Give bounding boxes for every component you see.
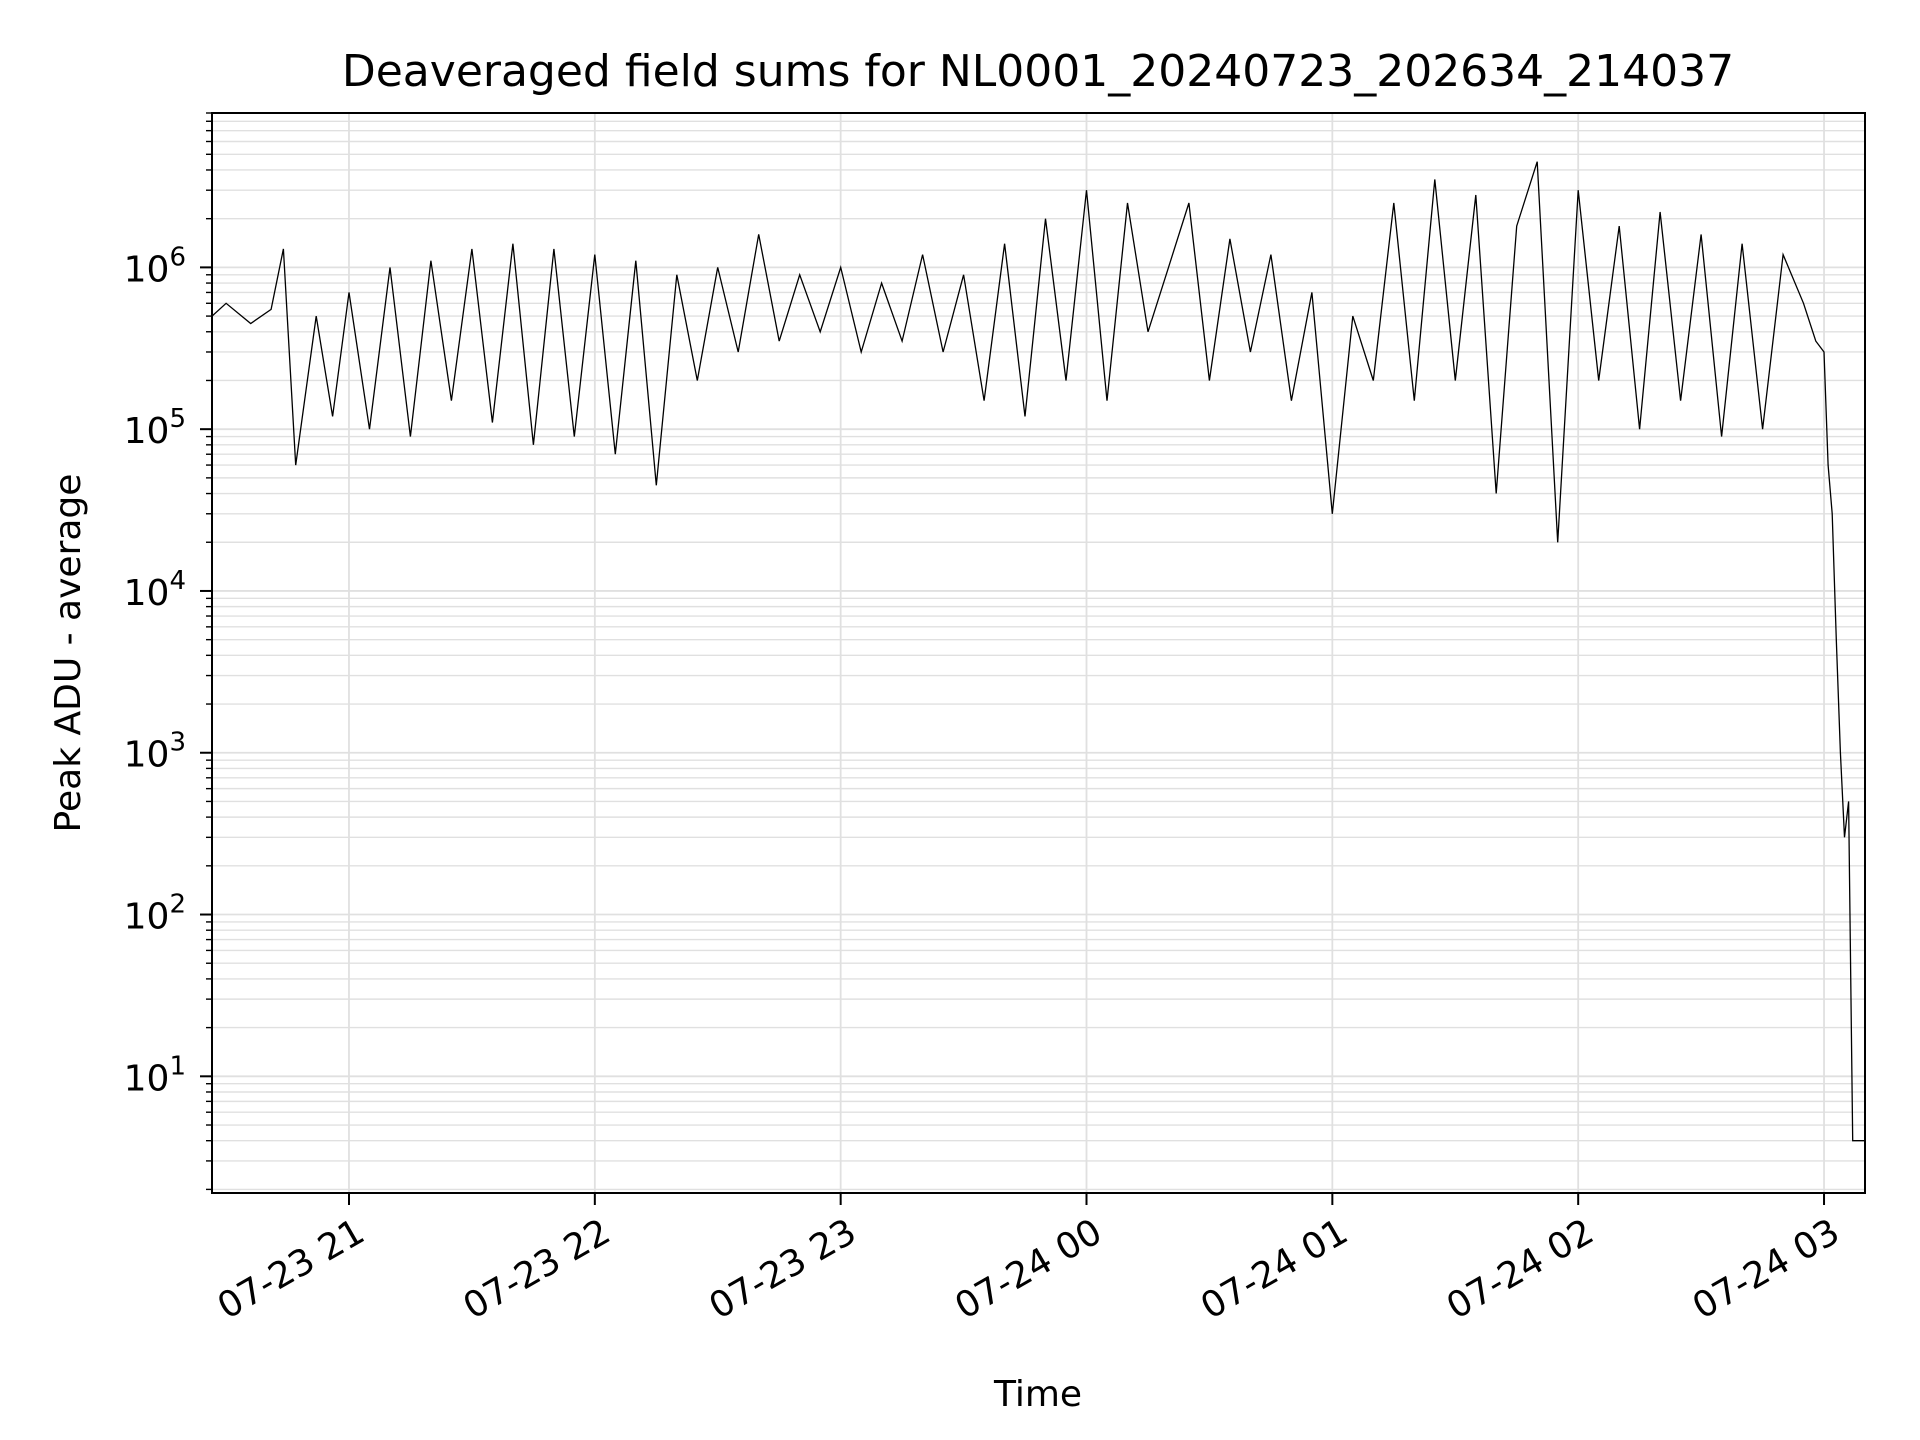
y-axis: 101 102 103 104 105 106 bbox=[124, 112, 212, 1191]
y-tick-label: 103 bbox=[124, 728, 186, 776]
y-tick-label: 104 bbox=[124, 566, 186, 614]
x-axis-label: Time bbox=[993, 1374, 1082, 1415]
y-tick-label: 106 bbox=[124, 242, 186, 290]
y-tick-label: 101 bbox=[124, 1051, 186, 1099]
grid bbox=[212, 112, 1865, 1193]
y-tick-label: 102 bbox=[124, 890, 186, 938]
y-tick-label: 105 bbox=[124, 404, 186, 452]
plot-frame bbox=[211, 112, 1866, 1194]
chart-title: Deaveraged field sums for NL0001_2024072… bbox=[342, 46, 1734, 97]
y-axis-label: Peak ADU - average bbox=[48, 474, 89, 833]
series-line bbox=[211, 161, 1865, 1142]
